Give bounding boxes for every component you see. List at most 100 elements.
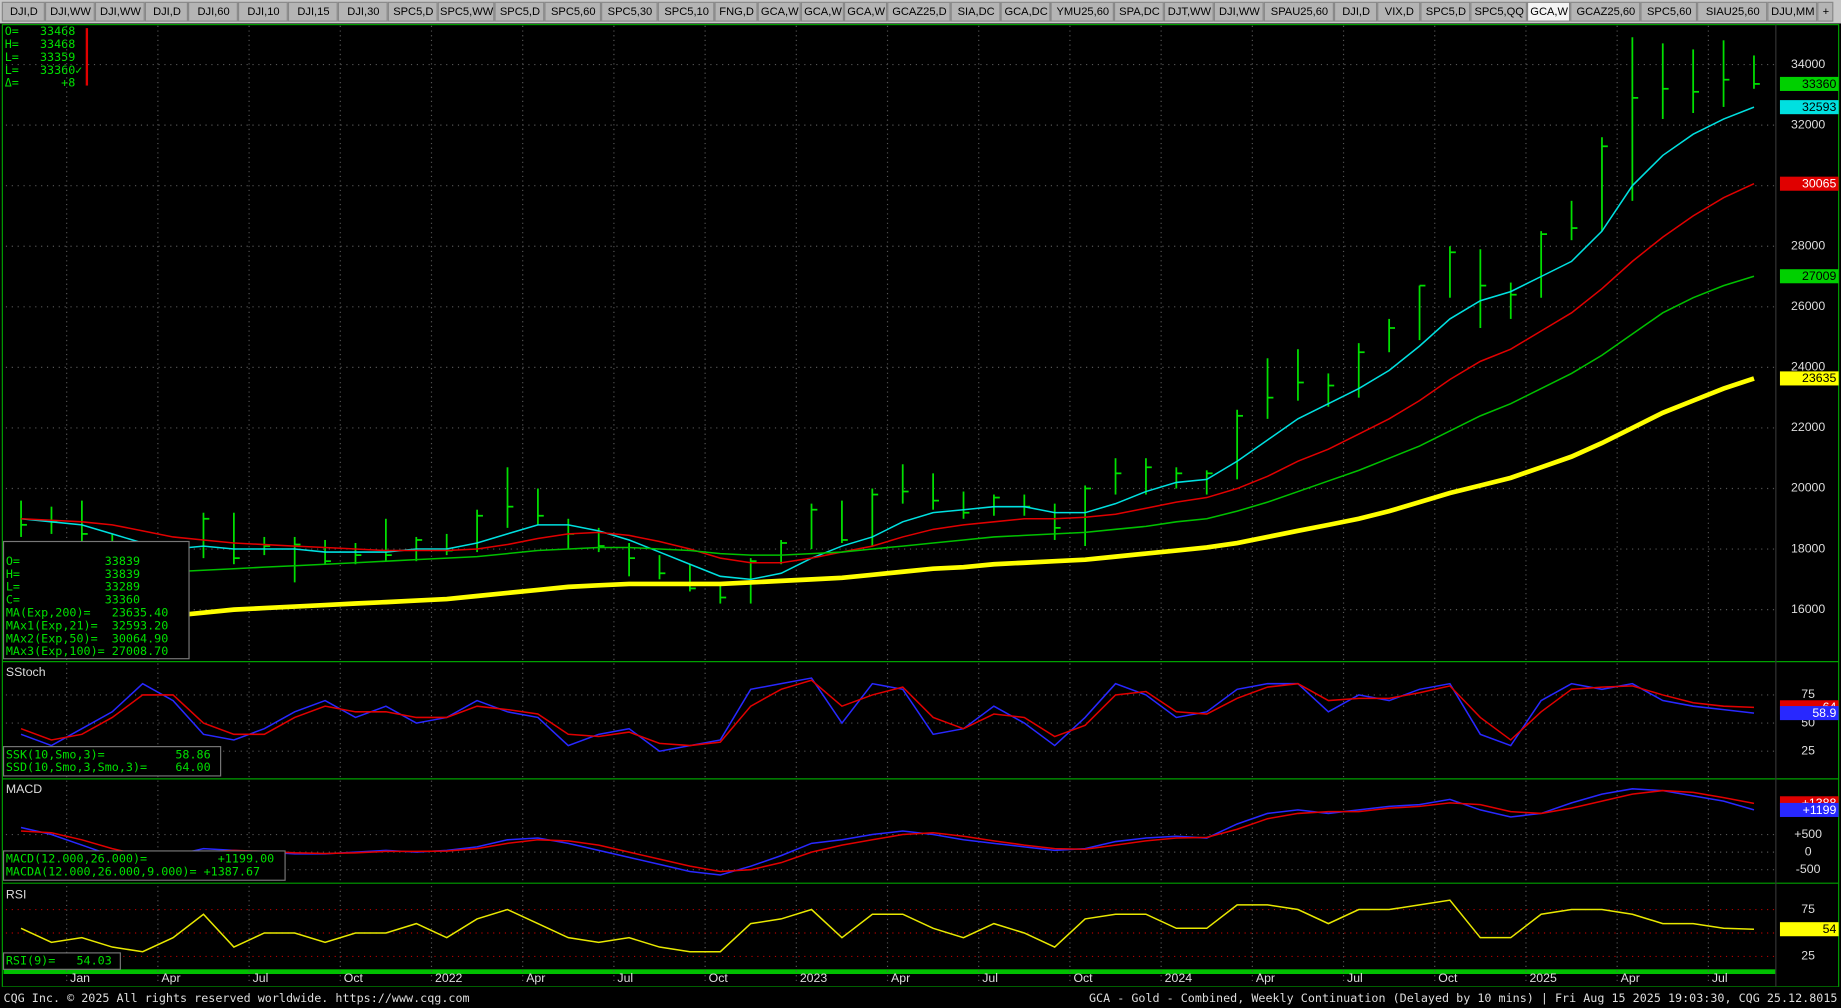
tab[interactable] bbox=[1817, 1, 1834, 22]
tab-label[interactable]: YMU25,60 bbox=[1056, 6, 1109, 18]
tab[interactable] bbox=[1050, 1, 1114, 22]
tab-label[interactable]: DJI,60 bbox=[197, 6, 229, 18]
tab[interactable] bbox=[1333, 1, 1378, 22]
tab-label[interactable]: GCA,W bbox=[761, 6, 799, 18]
tab[interactable] bbox=[601, 1, 658, 22]
tab[interactable] bbox=[387, 1, 438, 22]
y-tick-label: 0 bbox=[1805, 844, 1812, 858]
tab-label[interactable]: DJI,WW bbox=[50, 6, 91, 18]
tab[interactable] bbox=[1263, 1, 1334, 22]
tab-label[interactable]: SPAU25,60 bbox=[1271, 6, 1328, 18]
tab[interactable] bbox=[144, 1, 189, 22]
tab-label[interactable]: DJI,WW bbox=[1219, 6, 1260, 18]
tab-label[interactable]: DJI,D bbox=[10, 6, 38, 18]
last-value-box bbox=[1779, 100, 1839, 115]
tab-label[interactable]: GCA,W bbox=[1530, 6, 1568, 18]
tab-label[interactable]: SPC5,WW bbox=[440, 6, 494, 18]
tab-label[interactable]: DJI,D bbox=[153, 6, 181, 18]
tab[interactable] bbox=[494, 1, 545, 22]
quote-line: L= 33360✓ bbox=[5, 63, 83, 77]
tab-label[interactable]: DJI,15 bbox=[297, 6, 329, 18]
tab-label[interactable]: SPC5,30 bbox=[608, 6, 653, 18]
readout-box bbox=[2, 952, 121, 970]
y-tick-label: 16000 bbox=[1791, 602, 1825, 616]
tab-label[interactable]: SPC5,D bbox=[1426, 6, 1466, 18]
last-value-box bbox=[1779, 802, 1839, 817]
tab-label[interactable]: DJI,WW bbox=[100, 6, 141, 18]
tab[interactable] bbox=[437, 1, 495, 22]
last-value-label: 27009 bbox=[1802, 269, 1836, 283]
tab[interactable] bbox=[1, 1, 45, 22]
tab-label[interactable]: GCA,W bbox=[804, 6, 842, 18]
tab-label[interactable]: VIX,D bbox=[1385, 6, 1414, 18]
tab-label[interactable]: SPC5,D bbox=[500, 6, 540, 18]
tab[interactable] bbox=[94, 1, 145, 22]
tab[interactable] bbox=[1697, 1, 1768, 22]
tab-label[interactable]: SPC5,10 bbox=[664, 6, 709, 18]
tab[interactable] bbox=[887, 1, 951, 22]
tab-label[interactable]: SPA,DC bbox=[1119, 6, 1160, 18]
tab[interactable] bbox=[800, 1, 844, 22]
tab[interactable] bbox=[950, 1, 1001, 22]
tab[interactable] bbox=[657, 1, 715, 22]
tab-label[interactable]: SIA,DC bbox=[958, 6, 995, 18]
tab-label[interactable]: SPC5,60 bbox=[1647, 6, 1692, 18]
tab-label[interactable]: DJI,D bbox=[1342, 6, 1370, 18]
y-tick-label: 26000 bbox=[1791, 299, 1825, 313]
tab[interactable] bbox=[44, 1, 95, 22]
tab[interactable] bbox=[757, 1, 801, 22]
last-value-box bbox=[1779, 76, 1839, 91]
series-line bbox=[20, 275, 1755, 581]
tab[interactable] bbox=[714, 1, 758, 22]
series-line bbox=[20, 679, 1755, 747]
tab[interactable] bbox=[1570, 1, 1641, 22]
tab-label[interactable]: GCA,DC bbox=[1004, 6, 1047, 18]
tab[interactable] bbox=[1113, 1, 1164, 22]
readout-line: SSK(10,Smo,3)= 58.86 bbox=[6, 747, 211, 761]
tab-label[interactable]: DJI,10 bbox=[247, 6, 279, 18]
tab-label[interactable]: + bbox=[1823, 6, 1830, 18]
tab-label[interactable]: DJT,WW bbox=[1168, 6, 1212, 18]
tab[interactable] bbox=[1000, 1, 1051, 22]
tab[interactable] bbox=[1377, 1, 1421, 22]
tab-label[interactable]: GCA,W bbox=[847, 6, 885, 18]
tab-label[interactable]: DJU,MM bbox=[1771, 6, 1814, 18]
time-strip bbox=[3, 969, 1776, 975]
tab[interactable] bbox=[188, 1, 238, 22]
tab[interactable] bbox=[1213, 1, 1264, 22]
y-tick-label: 24000 bbox=[1791, 360, 1825, 374]
last-value-label: 30065 bbox=[1802, 177, 1836, 191]
tab-label[interactable]: DJI,30 bbox=[347, 6, 379, 18]
tab[interactable] bbox=[544, 1, 602, 22]
y-tick-label: 28000 bbox=[1791, 238, 1825, 252]
tab-label[interactable]: SPC5,QQ bbox=[1474, 6, 1524, 18]
tab-label[interactable]: SIAU25,60 bbox=[1706, 6, 1760, 18]
quote-line: L= 33359 bbox=[5, 50, 76, 64]
tab[interactable] bbox=[237, 1, 288, 22]
x-tick-label: Oct bbox=[1438, 971, 1458, 985]
tab[interactable] bbox=[1640, 1, 1698, 22]
tab[interactable] bbox=[337, 1, 388, 22]
readout-line: H= 33839 bbox=[6, 567, 140, 581]
tab-label[interactable]: FNG,D bbox=[719, 6, 754, 18]
last-value-box bbox=[1779, 269, 1839, 284]
x-tick-label: Jan bbox=[70, 971, 90, 985]
footer bbox=[0, 986, 1841, 1008]
tab[interactable] bbox=[1526, 1, 1571, 22]
tab-label[interactable]: GCAZ25,D bbox=[892, 6, 946, 18]
tab-label[interactable]: SPC5,D bbox=[393, 6, 433, 18]
tab[interactable] bbox=[287, 1, 338, 22]
tab[interactable] bbox=[843, 1, 888, 22]
tab-label[interactable]: GCAZ25,60 bbox=[1576, 6, 1635, 18]
quote-line: Δ= +8 bbox=[5, 76, 76, 90]
tab[interactable] bbox=[1470, 1, 1527, 22]
last-value-label: 54 bbox=[1823, 922, 1837, 936]
tab[interactable] bbox=[1420, 1, 1471, 22]
tab-label[interactable]: SPC5,60 bbox=[551, 6, 596, 18]
tab[interactable] bbox=[1163, 1, 1214, 22]
y-tick-label: 25 bbox=[1801, 949, 1815, 963]
tab[interactable] bbox=[1767, 1, 1818, 22]
last-value-box bbox=[1779, 706, 1839, 721]
readout-line: MAx2(Exp,50)= 30064.90 bbox=[6, 631, 168, 645]
